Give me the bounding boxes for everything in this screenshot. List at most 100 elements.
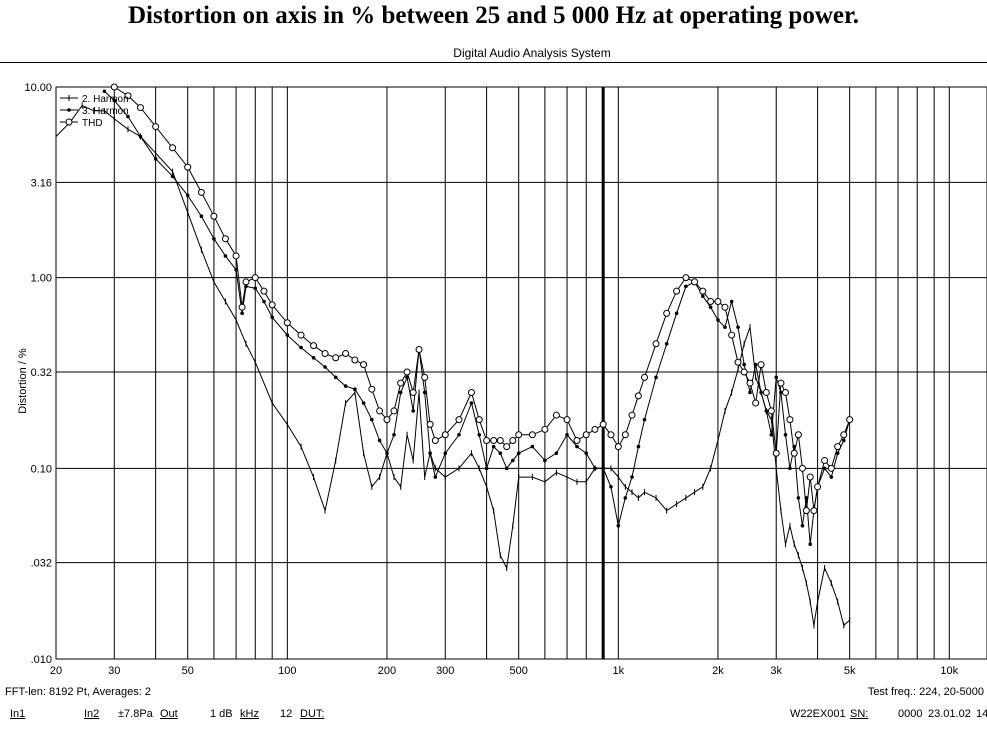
harmonic3-point: [170, 174, 175, 179]
x-tick-label: 300: [436, 665, 454, 677]
out-button[interactable]: Out: [160, 708, 178, 720]
thd-point: [682, 274, 690, 282]
thd-point: [552, 411, 560, 419]
y-tick-label: 0.32: [31, 367, 52, 379]
harmonic3-point: [498, 451, 503, 456]
harmonic3-point: [504, 466, 509, 471]
harmonic3-point: [759, 390, 763, 395]
harmonic3-point: [377, 438, 382, 443]
harmonic3-point: [636, 444, 641, 449]
harmonic3-point: [223, 254, 228, 258]
harmonic3-point: [457, 432, 461, 437]
harmonic3-point: [411, 409, 415, 413]
thd-point: [790, 449, 798, 457]
harmonic3-point: [469, 401, 474, 405]
thd-point: [110, 83, 118, 91]
legend-marker: [65, 118, 73, 126]
sn-button[interactable]: SN:: [850, 708, 869, 720]
harmonic3-point: [674, 311, 679, 316]
harmonic3-point: [343, 384, 348, 388]
thd-point: [152, 123, 160, 131]
thd-point: [528, 431, 536, 439]
harmonic3-point: [841, 438, 846, 443]
x-tick-label: 100: [278, 665, 296, 677]
thd-point: [802, 507, 810, 515]
thd-point: [673, 287, 681, 295]
harmonic3-point: [353, 387, 357, 392]
thd-point: [184, 163, 192, 171]
thd-point: [814, 483, 822, 491]
harmonic3-point: [664, 341, 669, 346]
thd-point: [403, 368, 411, 376]
x-tick-label: 1k: [613, 665, 625, 677]
harmonic3-point: [630, 475, 634, 479]
harmonic3-point: [285, 333, 290, 337]
date-readout: 23.01.02: [928, 708, 971, 720]
harmonic3-point: [774, 375, 779, 380]
thd-point: [496, 436, 504, 444]
thd-point: [483, 436, 491, 444]
harmonic3-point: [716, 318, 720, 322]
y-tick-label: 10.00: [24, 82, 52, 94]
thd-point: [283, 319, 291, 327]
harmonic3-point: [736, 325, 740, 329]
series-line: [104, 90, 851, 545]
thd-point: [834, 443, 842, 451]
harmonic3-point: [392, 432, 396, 437]
harmonic3-point: [102, 89, 107, 94]
chart-title: Distortion on axis in % between 25 and 5…: [127, 2, 860, 29]
harmonic3-point: [333, 375, 338, 380]
thd-point: [541, 425, 549, 433]
thd-point: [621, 431, 629, 439]
harmonic3-point: [299, 345, 303, 350]
thd-point: [260, 287, 268, 295]
thd-point: [475, 416, 483, 424]
thd-point: [591, 425, 599, 433]
harmonic3-point: [654, 375, 658, 380]
thd-point: [777, 379, 785, 387]
harmonic3-point: [593, 466, 597, 471]
harmonic3-point: [723, 325, 727, 329]
legend-label: THD: [82, 118, 103, 129]
harmonic3-point: [240, 311, 244, 316]
harmonic3-point: [270, 315, 274, 320]
thd-point: [827, 464, 835, 472]
harmonic3-point: [262, 299, 266, 304]
thd-point: [563, 416, 571, 424]
khz-button[interactable]: kHz: [240, 708, 259, 720]
y-tick-label: 3.16: [31, 177, 52, 189]
harmonic3-point: [764, 409, 769, 413]
plot-frame: [55, 86, 987, 660]
in1-button[interactable]: In1: [10, 708, 26, 720]
dut-button[interactable]: DUT:: [300, 708, 325, 720]
harmonic3-point: [212, 236, 216, 241]
harmonic3-point: [800, 523, 805, 528]
harmonic3-point: [199, 214, 204, 219]
thd-point: [607, 431, 615, 439]
harmonic3-point: [428, 451, 432, 456]
y-tick-label: .010: [31, 654, 52, 666]
thd-point: [767, 407, 775, 415]
harmonic3-point: [835, 451, 840, 456]
thd-point: [614, 443, 622, 451]
legend-marker: [67, 108, 71, 112]
thd-point: [782, 388, 790, 396]
harmonic3-point: [708, 305, 713, 310]
y-tick-label: .032: [31, 558, 52, 570]
thd-point: [573, 436, 581, 444]
harmonic3-point: [565, 432, 569, 437]
thd-point: [431, 436, 439, 444]
thd-point: [806, 473, 814, 481]
thd-point: [752, 399, 760, 407]
harmonic3-point: [422, 390, 427, 395]
thd-point: [342, 350, 350, 358]
y-tick-label: 1.00: [31, 273, 52, 285]
in2-button[interactable]: In2: [84, 708, 100, 720]
harmonic3-point: [370, 417, 374, 422]
thd-point: [599, 420, 607, 428]
harmonic3-point: [642, 417, 647, 422]
series-line: [55, 104, 851, 627]
harmonic3-point: [609, 485, 613, 489]
thd-point: [772, 449, 780, 457]
fft-info: FFT-len: 8192 Pt, Averages: 2: [5, 686, 151, 698]
